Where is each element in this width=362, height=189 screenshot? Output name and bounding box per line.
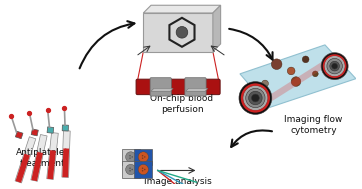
Polygon shape (271, 62, 321, 102)
Circle shape (144, 169, 146, 170)
Circle shape (142, 157, 143, 159)
Circle shape (287, 67, 295, 75)
Polygon shape (151, 88, 173, 91)
Polygon shape (62, 131, 70, 177)
Circle shape (129, 167, 131, 169)
Circle shape (327, 58, 342, 74)
Circle shape (142, 155, 143, 156)
Circle shape (330, 61, 340, 71)
Text: Image analysis: Image analysis (144, 177, 212, 186)
Circle shape (239, 82, 272, 114)
Text: Antiplatelet
treatment: Antiplatelet treatment (16, 148, 70, 168)
FancyBboxPatch shape (143, 13, 213, 52)
Circle shape (131, 156, 133, 158)
Circle shape (138, 164, 148, 175)
Circle shape (302, 56, 309, 63)
Circle shape (272, 59, 282, 70)
Polygon shape (15, 137, 36, 183)
Circle shape (144, 156, 146, 158)
Polygon shape (15, 131, 23, 139)
Text: Imaging flow
cytometry: Imaging flow cytometry (284, 115, 342, 135)
Circle shape (246, 88, 265, 108)
Polygon shape (62, 148, 69, 177)
Circle shape (138, 152, 148, 162)
Circle shape (176, 26, 188, 38)
Circle shape (126, 152, 136, 162)
Circle shape (243, 85, 268, 111)
Circle shape (262, 80, 269, 87)
Polygon shape (213, 5, 220, 52)
Polygon shape (31, 129, 38, 136)
FancyBboxPatch shape (134, 161, 152, 178)
Circle shape (252, 94, 259, 102)
FancyBboxPatch shape (150, 78, 171, 96)
Circle shape (291, 77, 301, 86)
Circle shape (249, 91, 262, 105)
Circle shape (321, 53, 348, 80)
Circle shape (129, 170, 131, 172)
Polygon shape (31, 135, 47, 181)
Circle shape (126, 164, 136, 175)
FancyBboxPatch shape (136, 79, 220, 95)
FancyBboxPatch shape (134, 149, 152, 165)
Circle shape (142, 170, 143, 172)
Circle shape (324, 56, 345, 77)
Polygon shape (62, 125, 68, 131)
Circle shape (332, 63, 337, 69)
Circle shape (131, 169, 133, 170)
Polygon shape (47, 132, 58, 179)
Polygon shape (240, 45, 356, 108)
Polygon shape (16, 154, 30, 183)
Polygon shape (186, 88, 208, 91)
Polygon shape (143, 5, 220, 13)
FancyBboxPatch shape (122, 161, 140, 178)
Polygon shape (31, 152, 43, 181)
Circle shape (129, 155, 131, 156)
FancyArrowPatch shape (80, 21, 134, 68)
FancyBboxPatch shape (122, 149, 140, 165)
Text: On-chip blood
perfusion: On-chip blood perfusion (150, 94, 214, 114)
FancyArrowPatch shape (231, 130, 272, 147)
Polygon shape (47, 127, 54, 133)
FancyArrowPatch shape (229, 29, 273, 60)
FancyBboxPatch shape (185, 78, 206, 96)
Circle shape (312, 71, 318, 77)
Circle shape (129, 157, 131, 159)
Polygon shape (47, 150, 56, 179)
Circle shape (142, 167, 143, 169)
